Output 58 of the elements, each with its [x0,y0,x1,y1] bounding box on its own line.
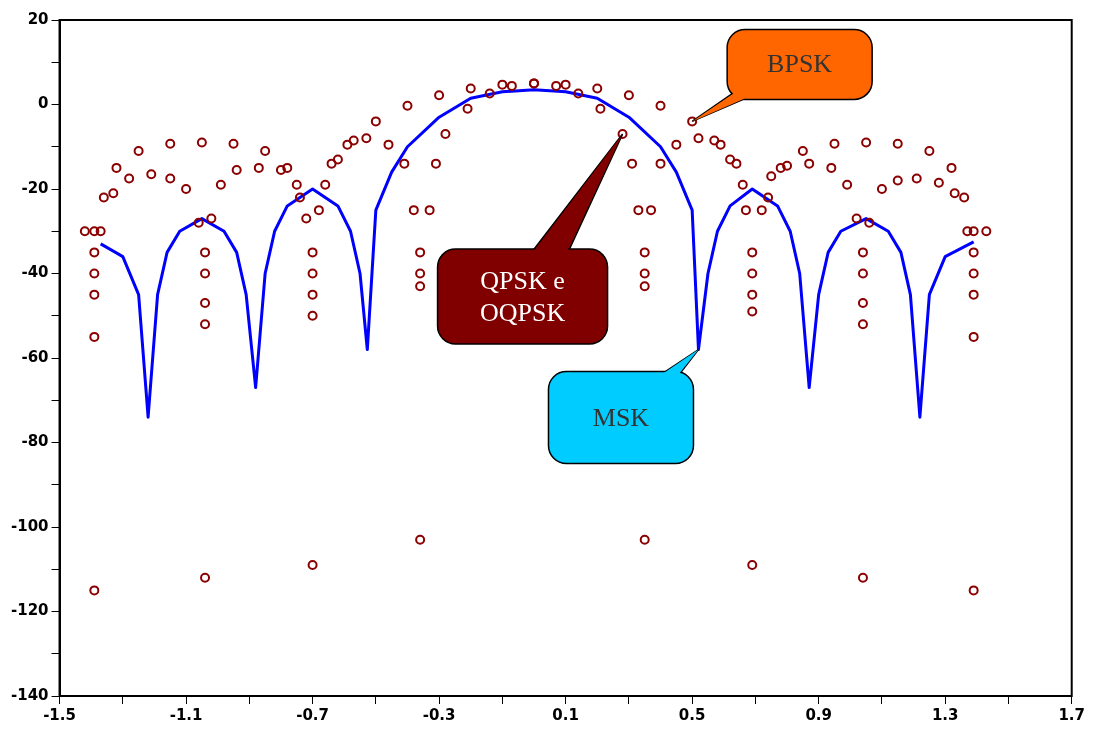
x-tick-label: 0.9 [805,705,832,724]
point [111,162,122,173]
point [709,135,720,146]
point [133,145,144,156]
point [434,90,445,101]
x-tick-label: 0.1 [552,705,579,724]
point [370,116,381,127]
y-tick-label: -60 [21,347,49,366]
point [968,226,979,237]
y-tick-label: -100 [10,516,49,535]
point [763,192,774,203]
point [924,145,935,156]
y-tick-label: -20 [21,178,49,197]
point [260,145,271,156]
y-tick-label: -40 [21,263,49,282]
y-tick-label: 20 [27,9,49,28]
point [465,83,476,94]
point [725,154,736,165]
point [829,138,840,149]
point [98,192,109,203]
point [332,154,343,165]
point [775,162,786,173]
point [282,162,293,173]
y-tick-label: -140 [10,685,49,704]
x-tick-label: -0.3 [422,705,456,724]
point [228,138,239,149]
point [348,135,359,146]
y-tick-label: -80 [21,432,49,451]
point [497,79,508,90]
y-tick-label: 0 [38,94,49,113]
point [320,179,331,190]
point [687,116,698,127]
point [402,100,413,111]
point [861,137,872,148]
point [655,100,666,111]
point [89,226,100,237]
y-tick-label: -120 [10,601,49,620]
point [529,78,539,89]
point [959,192,970,203]
text: QPSK e OQPSK [478,264,567,329]
point [946,162,957,173]
x-tick-label: -1.1 [169,705,203,724]
point [560,79,571,90]
x-tick-label: 0.5 [678,705,706,724]
point [737,179,748,190]
point [196,137,207,148]
point [165,138,176,149]
x-tick-label: -1.5 [43,705,76,724]
x-tick-label: 1.7 [1058,705,1085,724]
x-tick-label: -0.7 [296,705,329,724]
point [797,145,808,156]
point [294,192,305,203]
text: BPSK [767,48,833,81]
point [892,138,903,149]
text: MSK [592,401,650,434]
point [592,83,603,94]
x-tick-label: 1.3 [931,705,959,724]
point [623,90,634,101]
